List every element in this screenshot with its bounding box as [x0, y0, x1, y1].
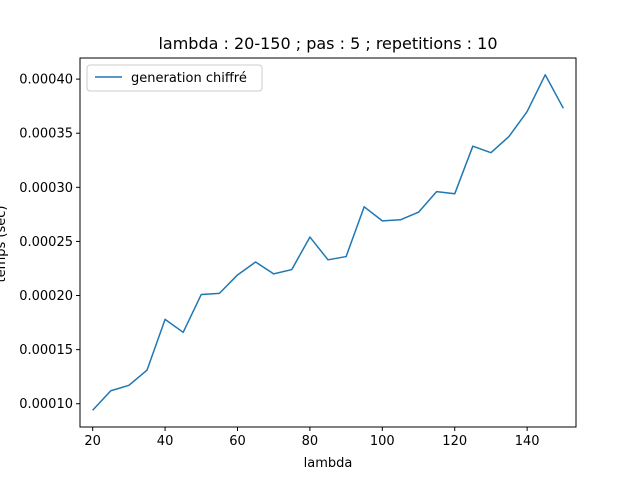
x-tick-label: 100 — [370, 434, 395, 449]
legend-label: generation chiffré — [131, 71, 247, 86]
x-tick-label: 120 — [442, 434, 467, 449]
x-tick-label: 60 — [229, 434, 246, 449]
x-axis-label: lambda — [304, 456, 353, 471]
y-axis-label: temps (sec) — [0, 206, 9, 283]
x-tick-label: 40 — [157, 434, 174, 449]
y-axis-ticks: 0.00010 0.00015 0.00020 0.00025 0.00030 0.000… — [19, 73, 80, 412]
y-tick-label: 0.00020 — [19, 289, 73, 304]
y-tick-label: 0.00015 — [19, 343, 73, 358]
y-tick-label: 0.00035 — [19, 127, 73, 142]
legend-box — [86, 64, 263, 92]
x-tick-label: 20 — [84, 434, 101, 449]
x-tick-label: 140 — [515, 434, 540, 449]
y-tick-label: 0.00010 — [19, 397, 73, 412]
y-tick-label: 0.00030 — [19, 181, 73, 196]
plot-frame — [79, 57, 577, 428]
legend: generation chiffré — [86, 64, 263, 92]
x-tick-label: 80 — [302, 434, 319, 449]
chart-title: lambda : 20-150 ; pas : 5 ; repetitions … — [158, 34, 497, 53]
series-line — [92, 74, 564, 411]
y-tick-label: 0.00040 — [19, 73, 73, 88]
x-axis-ticks: 20 40 60 80 100 120 140 — [84, 427, 540, 449]
y-tick-label: 0.00025 — [19, 235, 73, 250]
plot-area — [79, 57, 577, 428]
